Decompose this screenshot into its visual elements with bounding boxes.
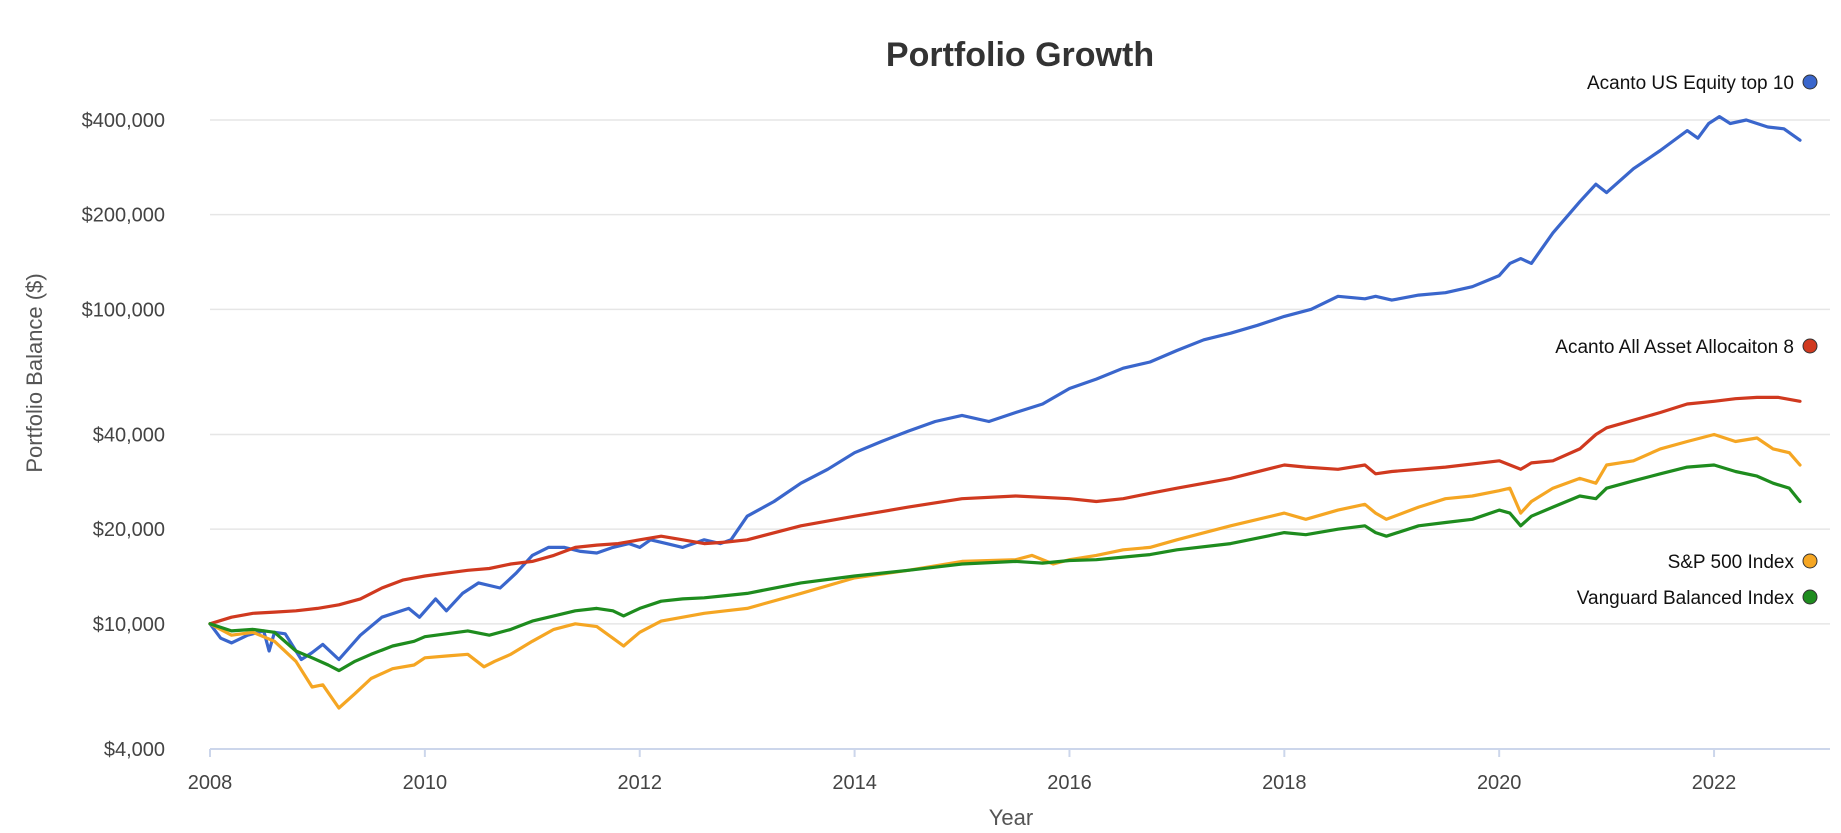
x-axis-label: Year [989,805,1033,830]
series-line-2 [208,432,1802,710]
legend-marker-icon [1802,338,1818,354]
legend-label: Acanto All Asset Allocaiton 8 [1555,337,1794,358]
series-line-1 [208,395,1802,626]
x-tick-label: 2022 [1692,772,1737,794]
x-tick-labels: 2008 2010 2012 2014 2016 2018 2020 2022 [188,749,1737,794]
x-tick-label: 2020 [1477,772,1522,794]
legend-item[interactable]: Acanto US Equity top 10 [1587,73,1818,94]
legend-item[interactable]: S&P 500 Index [1668,552,1818,573]
legend-label: Vanguard Balanced Index [1577,588,1795,609]
y-tick-label: $400,000 [82,110,165,132]
y-tick-label: $20,000 [93,519,165,541]
y-axis-label: Portfolio Balance ($) [22,273,47,472]
chart-title: Portfolio Growth [886,36,1154,74]
grid-lines [210,119,1830,625]
legend-marker-icon [1802,553,1818,569]
legend-marker-icon [1802,589,1818,605]
y-tick-label: $200,000 [82,205,165,227]
x-tick-label: 2014 [832,772,877,794]
x-tick-label: 2018 [1262,772,1307,794]
legend-label: Acanto US Equity top 10 [1587,73,1794,94]
y-tick-label: $40,000 [93,425,165,447]
legend-item[interactable]: Vanguard Balanced Index [1577,588,1818,609]
y-tick-label: $10,000 [93,614,165,636]
x-tick-label: 2012 [617,772,662,794]
series-lines [208,115,1802,710]
legend: Acanto US Equity top 10 Acanto All Asset … [1555,73,1818,609]
y-tick-label: $100,000 [82,299,165,321]
x-tick-label: 2008 [188,772,233,794]
x-tick-label: 2010 [403,772,448,794]
legend-marker-icon [1802,74,1818,90]
series-line-3 [208,463,1802,673]
x-tick-label: 2016 [1047,772,1092,794]
y-tick-label: $4,000 [104,739,165,761]
series-line-0 [208,115,1802,662]
y-tick-labels: $4,000 $10,000 $20,000 $40,000 $100,000 $200,… [82,110,165,761]
legend-label: S&P 500 Index [1668,552,1795,573]
legend-item[interactable]: Acanto All Asset Allocaiton 8 [1555,337,1818,358]
